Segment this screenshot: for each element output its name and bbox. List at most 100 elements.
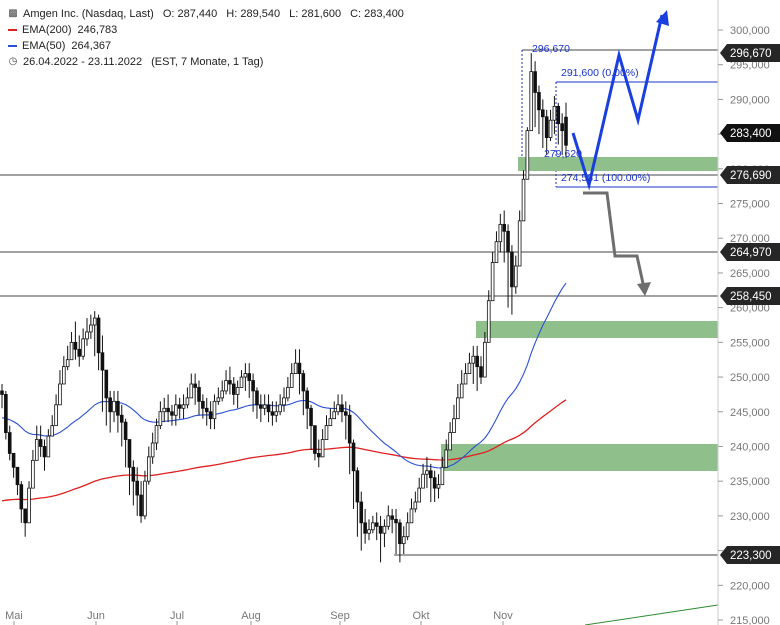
x-tick-label: Aug [241, 610, 261, 622]
candle-body [293, 362, 298, 374]
candle-body [386, 515, 391, 527]
candle-body [266, 404, 271, 413]
candle-body [38, 439, 43, 447]
candle-body [548, 119, 553, 138]
candle-body [398, 522, 402, 545]
candle-body [162, 407, 167, 413]
candle-body [216, 397, 221, 402]
candle-body [23, 508, 27, 524]
candle-body [301, 373, 306, 392]
candle-body [73, 341, 78, 350]
candle-body [255, 390, 259, 406]
legend-high: H: 289,540 [226, 8, 281, 20]
candle-body [204, 407, 209, 413]
candle-body [62, 366, 66, 385]
candle-body [174, 404, 178, 416]
y-tick-label: 215,000 [730, 615, 770, 625]
plot-area[interactable] [0, 0, 718, 625]
candle-body [197, 387, 201, 402]
y-tick-label: 300,000 [730, 25, 770, 37]
candle-body [332, 411, 337, 420]
candle-body [459, 383, 464, 399]
candle-body [208, 411, 213, 420]
price-tag-text-296670: 296,670 [730, 48, 772, 60]
candle-body [533, 71, 537, 93]
candle-body [58, 383, 62, 406]
candlestick-icon: ▩ [8, 8, 18, 19]
candle-body [556, 105, 561, 125]
candle-body [150, 442, 155, 458]
y-tick-label: 245,000 [730, 407, 770, 419]
x-axis: Mai Jun Jul Aug Sep Okt Nov [5, 610, 513, 625]
y-tick-label: 220,000 [730, 580, 770, 592]
zone-bottom [441, 444, 718, 471]
candle-body [201, 400, 205, 409]
scenario-down-line [583, 191, 646, 289]
x-tick-label: Sep [330, 610, 350, 622]
price-tag-text-264970: 264,970 [730, 247, 772, 259]
scenario-down-arrowhead [637, 282, 651, 296]
candle-body [513, 265, 518, 288]
candle-body [541, 109, 545, 118]
candle-body [96, 317, 101, 354]
candle-body [139, 494, 143, 517]
price-tag-283400: 283,400 [720, 124, 780, 142]
candle-body [166, 407, 170, 413]
candle-body [7, 432, 12, 454]
x-tick-label: Nov [493, 610, 513, 622]
candle-body [525, 130, 530, 180]
y-tick-label: 275,000 [730, 199, 770, 211]
candle-body [371, 522, 375, 531]
candle-body [231, 383, 236, 395]
candle-body [4, 394, 8, 433]
candle-body [65, 359, 70, 368]
candle-body [104, 369, 109, 399]
candle-body [251, 380, 255, 392]
candle-body [212, 400, 217, 420]
candle-body [224, 380, 228, 392]
candle-body [119, 414, 124, 423]
candle-body [69, 341, 74, 361]
candle-body [193, 383, 197, 388]
candle-body [19, 484, 24, 510]
candle-body [77, 348, 82, 357]
candle-body [560, 123, 564, 132]
legend-open: O: 287,440 [162, 8, 218, 20]
legend-low: L: 281,600 [289, 8, 342, 20]
candle-body [425, 470, 429, 475]
candle-body [34, 439, 39, 461]
candle-body [31, 459, 35, 489]
candle-body [517, 220, 522, 267]
legend-close: C: 283,400 [350, 8, 404, 20]
legend-ema50-label: EMA(50) [22, 40, 66, 52]
annotation-fib-100: 274,581 (100.00%) [561, 172, 650, 184]
zone-top [518, 157, 718, 171]
annotation-fib-0: 291,600 (0.00%) [561, 67, 639, 79]
candle-body [347, 414, 352, 444]
legend-ohlc-row: ▩ Amgen Inc. (Nasdaq, Last) O: 287,440 H… [8, 6, 404, 22]
candle-body [436, 484, 441, 489]
candle-body [394, 518, 398, 524]
candle-body [313, 425, 317, 454]
candle-body [259, 404, 263, 409]
candle-body [463, 373, 468, 385]
y-tick-label: 235,000 [730, 476, 770, 488]
candle-body [100, 352, 105, 371]
candle-body [456, 397, 460, 420]
ema50-swatch [8, 45, 17, 47]
ema200-line [1, 399, 567, 502]
scenario-up-path [571, 10, 669, 191]
x-tick-label: Okt [412, 610, 429, 622]
y-tick-label: 265,000 [730, 268, 770, 280]
candle-body [92, 317, 97, 326]
candle-body [417, 487, 422, 503]
candle-body [274, 411, 279, 416]
candles [0, 53, 568, 563]
candle-body [85, 331, 89, 340]
horizontal-levels [0, 49, 718, 556]
candle-body [81, 338, 85, 357]
candle-body [189, 383, 194, 399]
candle-body [506, 230, 510, 253]
candle-body [170, 411, 174, 416]
